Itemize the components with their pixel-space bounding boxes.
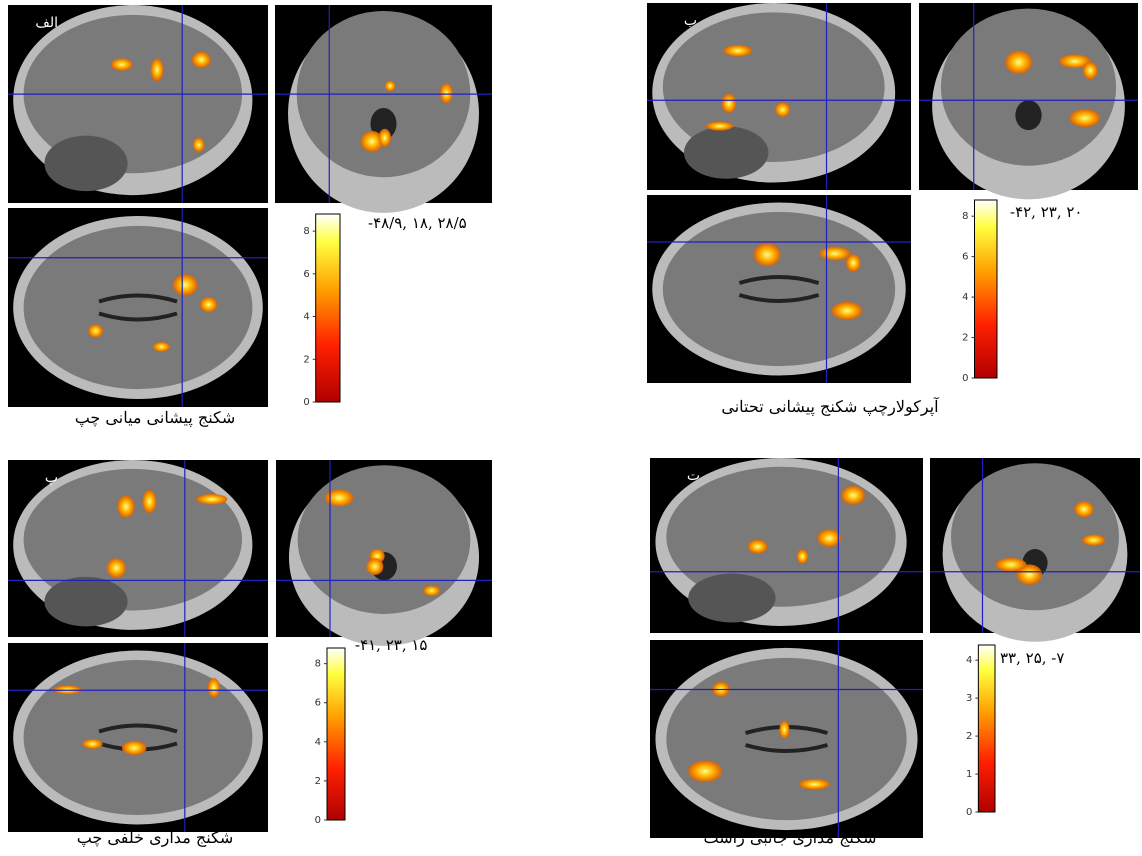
- coordinates: ۳۳, ۲۵, -۷: [1000, 649, 1064, 667]
- cerebellum: [688, 574, 775, 623]
- activation: [117, 495, 134, 517]
- activation: [122, 741, 146, 755]
- colorbar-tick-label: 8: [303, 226, 309, 237]
- colorbar-tick-label: 0: [315, 815, 321, 826]
- figure: الف 0 2 4 6 8 -۴۸/۹, ۱۸, ۲۸/۵ شکنج پیشانی میانی…: [0, 0, 1142, 856]
- activation: [706, 122, 734, 131]
- activation: [832, 302, 863, 320]
- activation: [88, 324, 103, 337]
- activation: [82, 739, 102, 749]
- activation: [748, 540, 767, 554]
- panel-label: ت: [687, 468, 700, 484]
- activation: [142, 490, 156, 513]
- activation: [151, 58, 164, 81]
- colorbar-tick-label: 0: [962, 373, 968, 384]
- colorbar: [327, 648, 345, 820]
- colorbar: [978, 645, 995, 812]
- colorbar: [316, 214, 340, 402]
- colorbar-tick-label: 0: [966, 807, 972, 818]
- colorbar-tick-label: 4: [315, 737, 321, 748]
- activation: [200, 297, 217, 312]
- activation: [325, 489, 354, 506]
- brain: [663, 212, 895, 366]
- activation: [723, 45, 751, 57]
- activation: [722, 93, 737, 113]
- colorbar-tick-label: 6: [303, 269, 309, 280]
- activation: [153, 342, 170, 352]
- activation: [111, 58, 133, 70]
- activation: [193, 138, 205, 152]
- colorbar-tick-label: 4: [962, 292, 968, 303]
- colorbar-tick-label: 8: [962, 211, 968, 222]
- activation: [846, 254, 861, 271]
- activation: [385, 81, 395, 91]
- cerebellum: [684, 126, 768, 178]
- ventricle: [1015, 100, 1041, 130]
- colorbar-tick-label: 1: [966, 769, 972, 780]
- caption: آپرکولارچپ شکنج پیشانی تحتانی: [721, 396, 940, 416]
- activation: [779, 721, 789, 739]
- colorbar-tick-label: 3: [966, 693, 972, 704]
- activation: [196, 494, 227, 505]
- activation: [107, 558, 126, 578]
- activation: [797, 549, 808, 563]
- brain: [298, 465, 471, 614]
- activation: [1083, 62, 1098, 79]
- colorbar-tick-label: 2: [962, 333, 968, 344]
- colorbar-tick-label: 8: [315, 659, 321, 670]
- colorbar-tick-label: 0: [303, 397, 309, 408]
- colorbar-tick-label: 2: [966, 731, 972, 742]
- colorbar-tick-label: 4: [303, 312, 309, 323]
- activation: [1005, 51, 1032, 74]
- panel-label: ب: [684, 13, 697, 29]
- brain: [24, 226, 253, 389]
- brain: [941, 9, 1116, 166]
- activation: [819, 247, 851, 261]
- activation: [366, 558, 383, 575]
- coordinates: -۴۲, ۲۳, ۲۰: [1010, 203, 1082, 221]
- colorbar-tick-label: 2: [315, 776, 321, 787]
- activation: [379, 129, 391, 147]
- brain: [666, 658, 906, 820]
- coordinates: -۴۱, ۲۳, ۱۵: [355, 636, 427, 654]
- panel-label: پ: [45, 470, 58, 486]
- colorbar-tick-label: 6: [315, 698, 321, 709]
- colorbar-tick-label: 6: [962, 252, 968, 263]
- activation: [173, 274, 198, 295]
- caption: شکنج مداری خلفی چپ: [77, 828, 234, 847]
- activation: [817, 529, 841, 547]
- caption: شکنج پیشانی میانی چپ: [75, 408, 236, 427]
- cerebellum: [44, 577, 127, 627]
- colorbar-tick-label: 2: [303, 354, 309, 365]
- activation: [688, 760, 722, 782]
- activation: [754, 243, 781, 266]
- coordinates: -۴۸/۹, ۱۸, ۲۸/۵: [368, 214, 467, 232]
- activation: [1074, 501, 1093, 517]
- activation: [423, 585, 440, 595]
- activation: [775, 102, 790, 117]
- colorbar: [975, 200, 998, 378]
- activation: [208, 678, 220, 697]
- activation: [995, 558, 1026, 572]
- activation: [841, 486, 865, 505]
- activation: [440, 83, 453, 103]
- activation: [799, 779, 830, 790]
- activation: [1069, 109, 1100, 127]
- panel-label: الف: [35, 15, 58, 31]
- colorbar-tick-label: 4: [966, 655, 972, 666]
- caption: شکنج مداری جانبی راست: [704, 828, 877, 847]
- cerebellum: [44, 136, 127, 191]
- activation: [1082, 535, 1105, 546]
- activation: [192, 52, 211, 68]
